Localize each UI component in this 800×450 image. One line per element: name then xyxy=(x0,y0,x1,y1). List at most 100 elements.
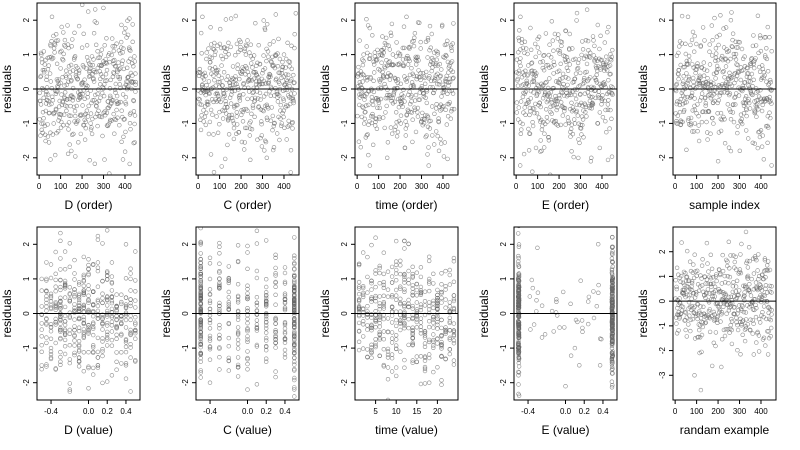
data-point xyxy=(282,301,288,306)
data-point xyxy=(265,117,270,123)
data-point xyxy=(398,271,403,277)
data-point xyxy=(48,43,53,49)
data-point xyxy=(540,59,546,64)
data-point xyxy=(538,138,543,143)
data-point xyxy=(563,28,569,34)
data-point xyxy=(259,144,265,149)
data-point xyxy=(522,50,527,56)
data-point xyxy=(567,47,572,52)
data-point xyxy=(435,326,440,331)
data-point xyxy=(733,254,738,259)
data-point xyxy=(64,108,69,114)
data-point xyxy=(516,271,522,276)
data-point xyxy=(536,50,542,55)
data-point xyxy=(696,288,702,293)
data-point xyxy=(411,43,417,49)
data-point xyxy=(203,122,209,128)
data-point xyxy=(585,321,591,327)
data-point xyxy=(523,89,528,95)
data-point xyxy=(526,126,531,132)
data-point xyxy=(130,73,135,78)
data-point xyxy=(516,272,521,277)
data-point xyxy=(435,322,440,327)
data-point xyxy=(557,95,562,101)
data-point xyxy=(217,335,222,341)
data-point xyxy=(521,151,527,157)
data-point xyxy=(83,66,89,71)
data-point xyxy=(710,281,716,286)
data-point xyxy=(609,356,615,361)
data-point xyxy=(700,109,706,114)
data-point xyxy=(264,115,270,121)
data-point xyxy=(211,46,216,51)
data-point xyxy=(410,274,415,279)
data-point xyxy=(53,277,58,283)
data-point xyxy=(42,62,47,67)
data-point xyxy=(603,107,608,113)
data-point xyxy=(759,144,765,149)
data-point xyxy=(41,95,46,101)
data-point xyxy=(527,131,533,137)
data-point xyxy=(198,270,203,275)
data-point xyxy=(436,116,441,121)
data-point xyxy=(571,79,577,85)
data-point xyxy=(98,76,103,82)
data-point xyxy=(238,39,243,45)
data-point xyxy=(402,277,407,282)
data-point xyxy=(398,327,403,333)
data-point xyxy=(418,70,423,76)
data-point xyxy=(234,114,240,119)
data-point xyxy=(376,98,381,103)
data-point xyxy=(769,312,774,317)
data-point xyxy=(402,365,407,370)
data-point xyxy=(677,109,683,115)
data-point xyxy=(690,108,695,113)
data-point xyxy=(41,116,46,121)
data-point xyxy=(551,59,556,65)
data-point xyxy=(91,79,97,84)
data-point xyxy=(605,157,611,163)
data-point xyxy=(114,350,119,355)
data-point xyxy=(766,329,771,334)
data-point xyxy=(87,68,92,74)
data-point xyxy=(238,44,243,50)
data-point xyxy=(723,64,729,69)
data-point xyxy=(516,286,521,292)
data-point xyxy=(377,301,382,306)
data-point xyxy=(538,104,543,110)
data-point xyxy=(282,355,288,360)
data-point xyxy=(370,111,375,117)
data-point xyxy=(685,94,690,100)
data-point xyxy=(198,320,203,326)
data-point xyxy=(76,140,81,145)
data-point xyxy=(88,127,94,132)
data-point xyxy=(72,333,77,338)
data-point xyxy=(226,52,231,57)
data-point xyxy=(710,275,716,280)
data-point xyxy=(449,45,454,50)
data-point xyxy=(245,294,250,299)
data-point xyxy=(62,327,68,332)
data-point xyxy=(199,51,204,56)
data-point xyxy=(610,312,615,317)
data-point xyxy=(217,355,222,360)
data-point xyxy=(517,120,523,125)
data-point xyxy=(208,25,213,30)
data-point xyxy=(552,62,557,68)
data-point xyxy=(212,77,217,83)
data-point xyxy=(518,99,524,104)
data-point xyxy=(693,292,699,297)
data-point xyxy=(262,27,268,32)
data-point xyxy=(550,38,555,43)
data-point xyxy=(439,295,444,301)
data-point xyxy=(58,328,63,333)
data-point xyxy=(447,63,452,68)
data-point xyxy=(123,363,129,368)
data-point xyxy=(109,306,115,312)
x-tick-label: 300 xyxy=(256,182,270,191)
data-point xyxy=(426,145,431,150)
data-point xyxy=(228,44,233,50)
data-point xyxy=(198,356,203,361)
data-point xyxy=(523,46,529,51)
data-point xyxy=(682,64,687,70)
